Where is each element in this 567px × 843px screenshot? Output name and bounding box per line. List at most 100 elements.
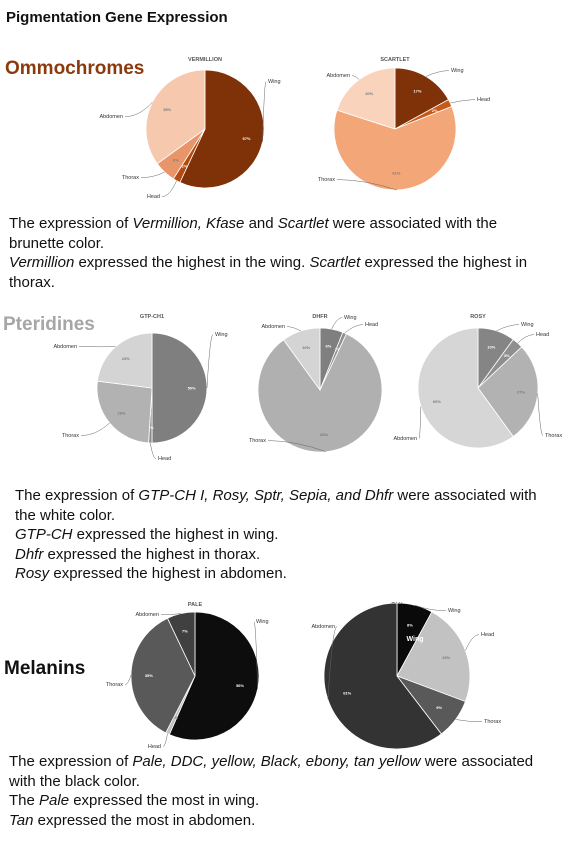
- category-label-wing: Wing: [256, 619, 269, 625]
- slice-value-label: 2%: [182, 164, 188, 169]
- section-title-ommochromes: Ommochromes: [5, 58, 145, 79]
- paragraph-line: Dhfr expressed the highest in thorax.: [15, 545, 555, 565]
- slice-value-label: 1%: [172, 715, 178, 720]
- leader-line: [150, 442, 157, 459]
- slice-value-label: 3%: [504, 353, 510, 358]
- leader-line: [286, 326, 301, 332]
- leader-line: [418, 406, 422, 439]
- chart-title: DHFR: [312, 314, 327, 320]
- paragraph-ommochromes: The expression of Vermillion, Kfase and …: [9, 214, 554, 292]
- section-title-pteridines: Pteridines: [3, 314, 95, 335]
- slice-value-label: 26%: [117, 411, 125, 416]
- category-label-thorax: Thorax: [318, 177, 335, 183]
- pie-chart-scartlet: SCARTLET 17% Wing 2% Head 61% Thorax 20% Abdomen: [318, 57, 490, 191]
- category-label-head: Head: [481, 632, 494, 638]
- pie-slice-thorax: [333, 106, 457, 191]
- pie-slice-wing: [151, 332, 208, 444]
- leader-line: [262, 81, 267, 142]
- gene-name-text: Dhfr: [15, 545, 44, 563]
- leader-line: [344, 324, 364, 334]
- category-label-abdomen: Abdomen: [326, 73, 350, 79]
- paragraph-line: The expression of GTP-CH I, Rosy, Sptr, …: [15, 486, 555, 525]
- pie-slice-abdomen: [166, 611, 196, 677]
- leader-line: [327, 626, 338, 700]
- leader-line: [267, 440, 326, 452]
- gene-name-text: Pale, DDC, yellow, Black, ebony, tan yel…: [132, 753, 421, 770]
- pie-chart-vermillion: VERMILLION 57% Wing 2% Head 6% Thorax 35% Abdome…: [99, 57, 280, 200]
- slice-value-label: 9%: [436, 705, 442, 710]
- category-label-head: Head: [147, 194, 160, 200]
- leader-line: [160, 613, 181, 615]
- paragraph-line: The expression of Pale, DDC, yellow, Bla…: [9, 752, 554, 791]
- paragraph-line: Vermillion expressed the highest in the …: [9, 253, 554, 292]
- pie-slice-abdomen: [96, 332, 153, 389]
- category-label-thorax: Thorax: [484, 719, 501, 725]
- gene-name-text: Vermillion, Kfase: [132, 215, 245, 232]
- leader-line: [331, 317, 343, 330]
- paragraph-text: were associated with the brunette color.: [9, 215, 498, 252]
- section-title-melanins: Melanins: [4, 658, 86, 679]
- leader-line: [351, 75, 360, 80]
- paragraph-line: Tan expressed the most in abdomen.: [9, 811, 554, 831]
- slice-value-label: 61%: [343, 690, 351, 695]
- leader-line: [414, 604, 447, 611]
- paragraph-text: expressed the highest in the wing.: [74, 254, 310, 271]
- category-label-thorax: Thorax: [106, 682, 123, 688]
- leader-line: [206, 334, 214, 389]
- pie-slice-wing: [394, 67, 449, 130]
- leader-line: [425, 70, 450, 77]
- slice-value-label: 7%: [182, 629, 188, 634]
- paragraph-text: expressed the highest in abdomen.: [49, 565, 287, 582]
- category-label-thorax: Thorax: [62, 433, 79, 439]
- pie-chart-gtp-ch1: GTP-CH1 50% Wing 1% Head 26% Thorax 23% Abdomen: [53, 314, 227, 462]
- leader-line: [517, 334, 535, 344]
- category-label-wing: Wing: [344, 315, 357, 321]
- category-label-wing: Wing: [451, 68, 464, 74]
- slice-value-label: 61%: [392, 170, 400, 175]
- slice-value-label: 6%: [173, 158, 179, 163]
- category-label-abdomen: Abdomen: [53, 344, 77, 350]
- category-label-abdomen: Abdomen: [393, 436, 417, 442]
- paragraph-text: expressed the most in wing.: [69, 792, 260, 809]
- paragraph-text: The expression of: [9, 215, 133, 232]
- paragraph-text: The: [9, 792, 40, 809]
- gene-name-text: Scartlet: [277, 215, 329, 232]
- paragraph-text: were associated with the black color.: [9, 753, 534, 790]
- paragraph-text: The expression of: [9, 753, 133, 770]
- slice-value-label: 35%: [145, 673, 153, 678]
- slice-value-label: 10%: [487, 344, 495, 349]
- pie-slice-thorax: [96, 380, 153, 444]
- leader-line: [162, 733, 168, 747]
- pie-slice-abdomen: [283, 327, 321, 392]
- slice-value-label: 6%: [326, 344, 332, 349]
- leader-line: [161, 180, 177, 197]
- pie-chart-pale: PALE 56% Wing 1% Head 35% Thorax 7% Abdomen: [106, 602, 269, 750]
- leader-line: [336, 179, 397, 191]
- slice-value-label: 10%: [302, 345, 310, 350]
- gene-name-text: GTP-CH: [15, 526, 73, 543]
- slice-value-label: 60%: [433, 399, 441, 404]
- chart-title: VERMILLION: [188, 57, 222, 63]
- leader-line: [537, 393, 544, 436]
- gene-name-text: Pale: [39, 792, 70, 809]
- paragraph-line: The Pale expressed the most in wing.: [9, 791, 554, 811]
- slice-value-label: 35%: [163, 107, 171, 112]
- paragraph-text: expressed the highest in wing.: [72, 526, 279, 543]
- category-label-thorax: Thorax: [545, 433, 562, 439]
- slice-value-label: 20%: [365, 91, 373, 96]
- pie-chart-rosy: ROSY 10% Wing 3% Head 27% Thorax 60% Abdomen: [393, 314, 562, 449]
- paragraph-line: Rosy expressed the highest in abdomen.: [15, 564, 555, 584]
- slice-value-label: 57%: [242, 136, 250, 141]
- category-label-abdomen: Abdomen: [99, 114, 123, 120]
- category-label-head: Head: [536, 332, 549, 338]
- pie-chart-dhfr: DHFR 6% Wing 1% Head 83% Thorax 10% Abdomen: [249, 314, 383, 453]
- slice-value-label: 56%: [236, 683, 244, 688]
- category-label-head: Head: [365, 322, 378, 328]
- gene-name-text: Vermillion: [9, 254, 75, 271]
- category-label-abdomen: Abdomen: [135, 612, 159, 618]
- paragraph-melanins: The expression of Pale, DDC, yellow, Bla…: [9, 752, 554, 830]
- slice-value-label: 50%: [188, 386, 196, 391]
- pie-slice-abdomen: [336, 67, 396, 130]
- leader-line: [465, 634, 480, 651]
